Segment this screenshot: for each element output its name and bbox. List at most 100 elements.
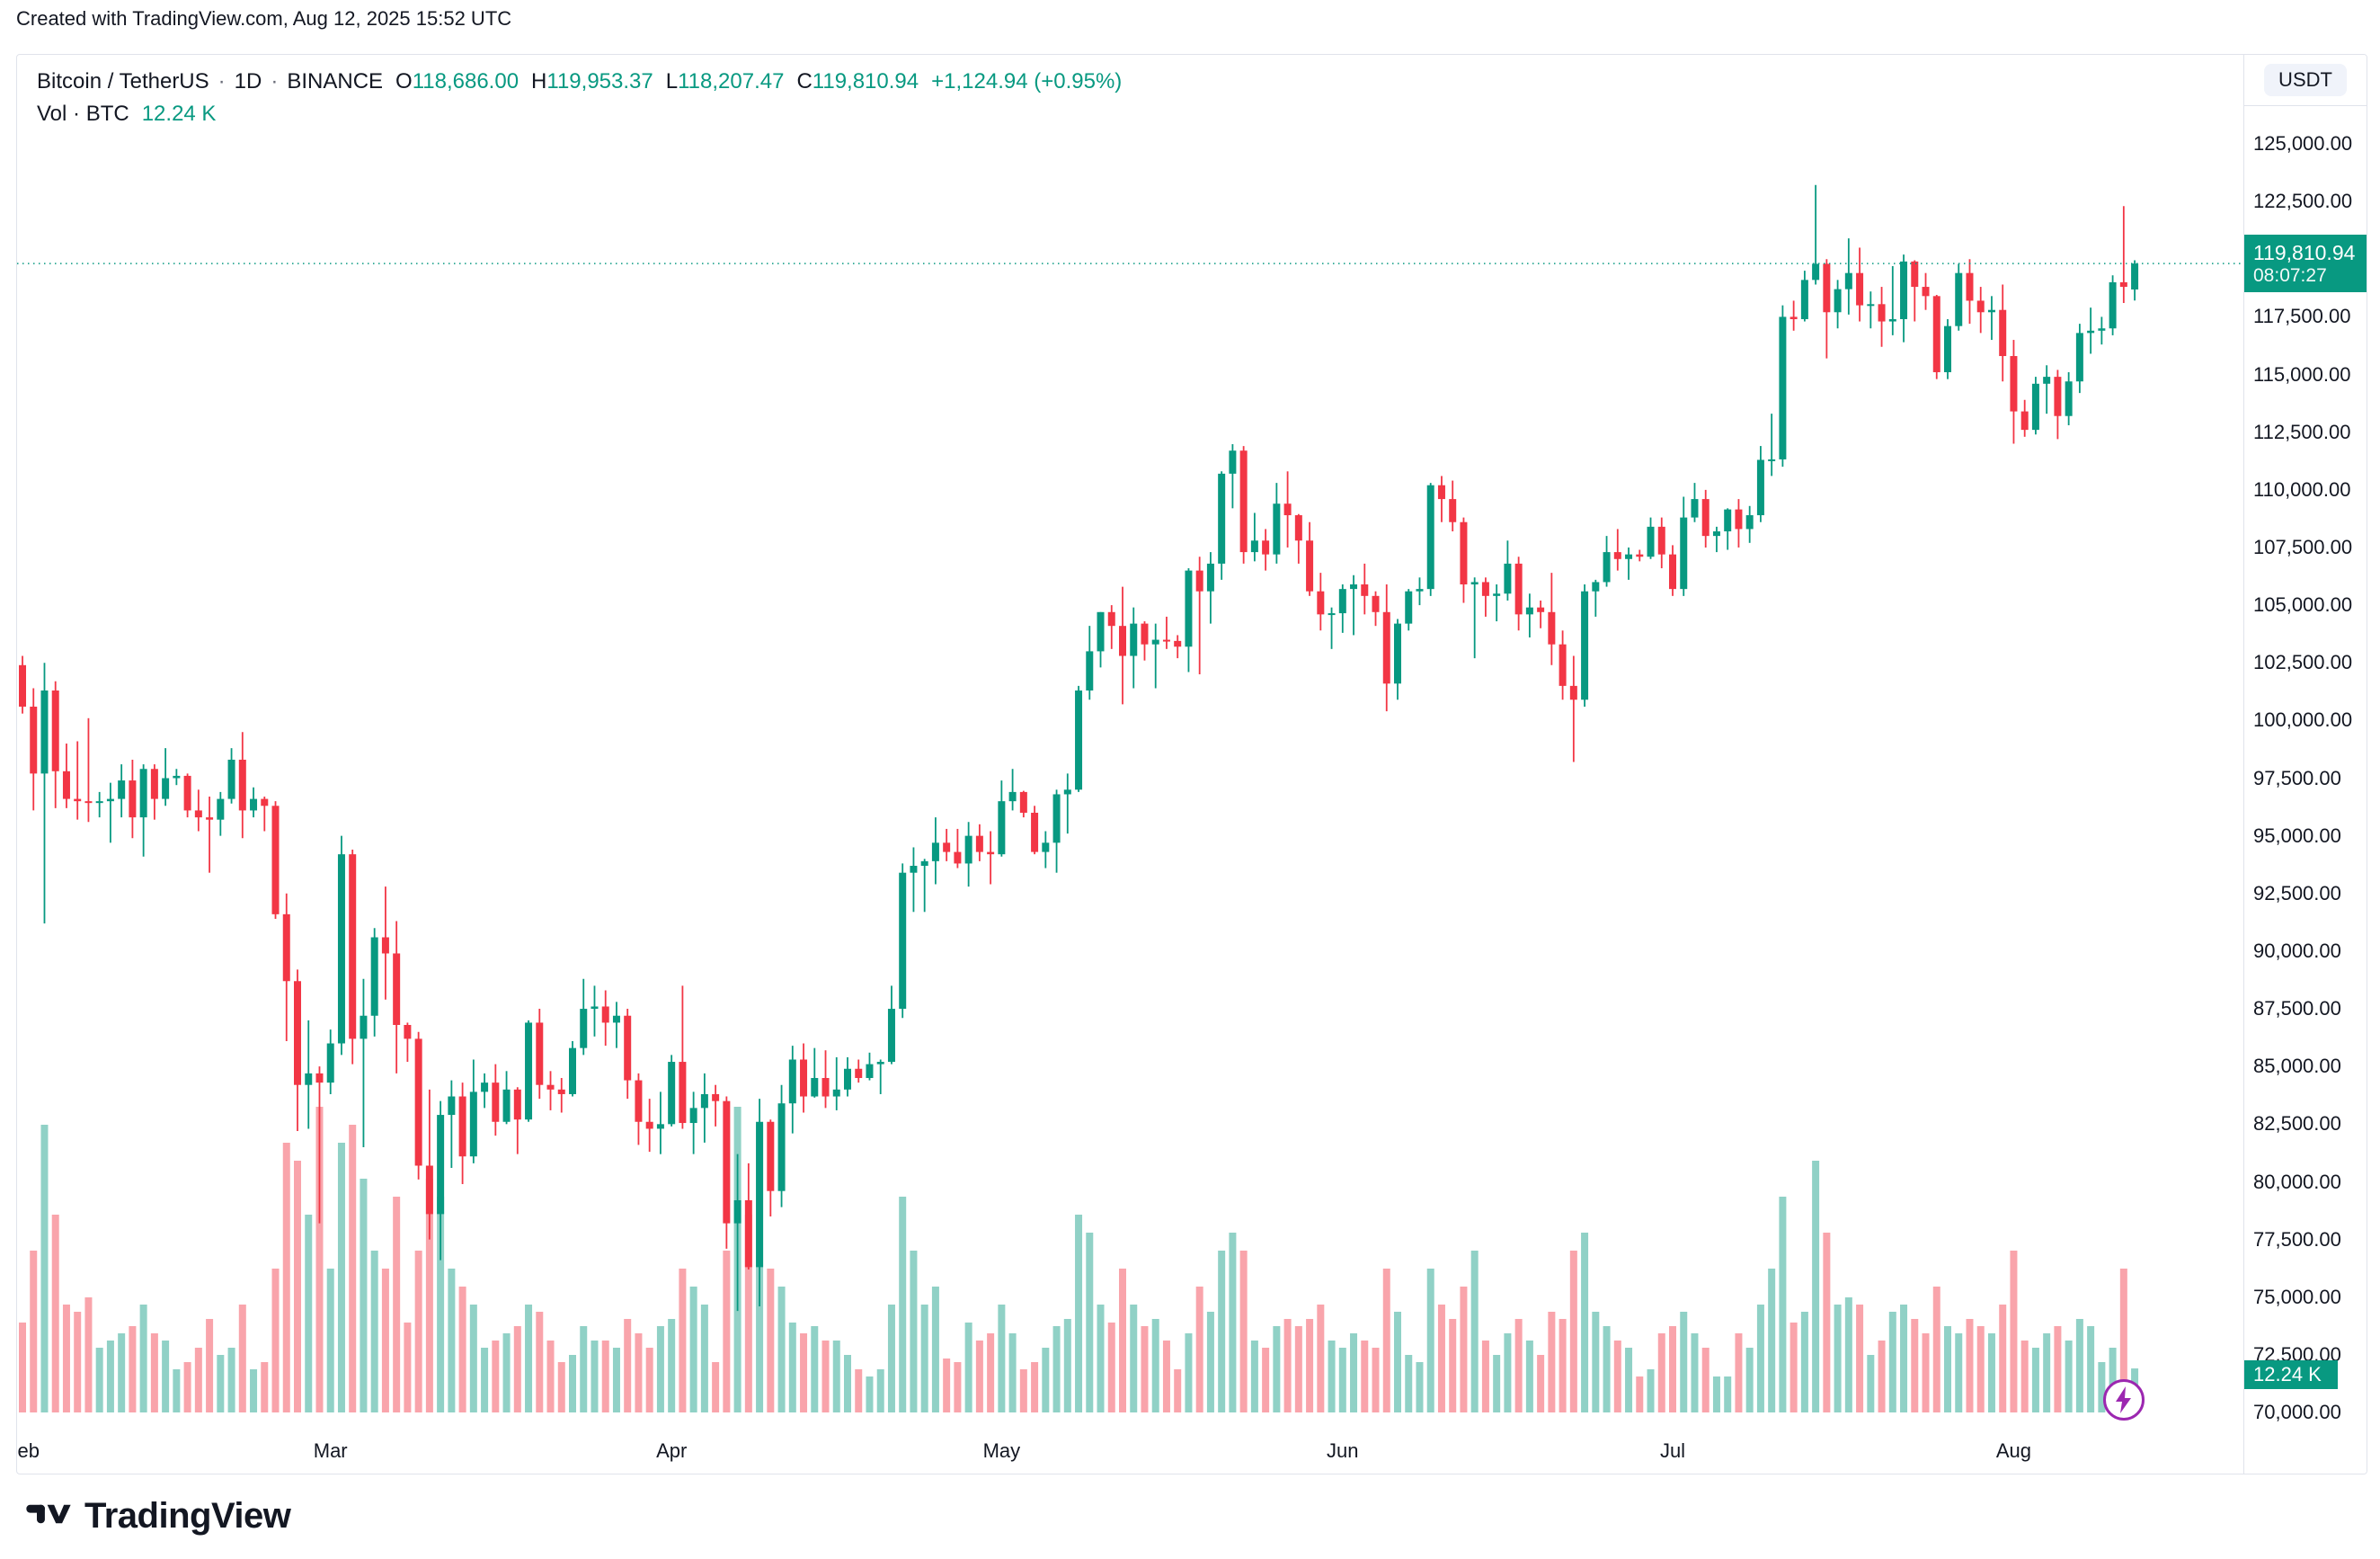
candle-body: [1195, 570, 1203, 592]
candle-body: [1174, 640, 1182, 647]
volume-bar: [1141, 1326, 1149, 1412]
candle-body: [931, 842, 939, 861]
candle-body: [349, 854, 357, 1039]
candle-body: [788, 1059, 796, 1104]
volume-bar: [19, 1323, 26, 1412]
volume-bar: [294, 1161, 301, 1412]
candle-body: [1449, 499, 1457, 522]
volume-bar: [569, 1355, 576, 1412]
legend-separator: ·: [271, 69, 279, 94]
volume-bar: [271, 1269, 280, 1412]
candlestick-chart[interactable]: [17, 55, 2242, 1474]
volume-bar: [700, 1305, 708, 1412]
candle-body: [1239, 450, 1248, 553]
volume-bar: [1405, 1355, 1413, 1412]
candle-body: [656, 1124, 664, 1129]
volume-bar: [1844, 1297, 1852, 1412]
symbol-title[interactable]: Bitcoin / TetherUS: [37, 69, 209, 94]
volume-bar: [1911, 1319, 1919, 1412]
volume-bar: [546, 1341, 555, 1412]
candle-body: [1844, 272, 1852, 290]
volume-bar: [855, 1369, 863, 1412]
candle-body: [899, 872, 907, 1010]
candle-body: [1768, 459, 1776, 461]
candle-body: [1525, 607, 1533, 615]
candle-body: [1878, 304, 1886, 322]
volume-bar: [689, 1287, 697, 1412]
volume-bar: [1416, 1362, 1424, 1412]
volume-bar: [217, 1355, 225, 1412]
interval-label[interactable]: 1D: [234, 69, 262, 94]
candle-body: [448, 1096, 456, 1116]
axis-divider: [2244, 105, 2367, 106]
volume-bar: [183, 1362, 191, 1412]
volume-bar: [1075, 1215, 1083, 1412]
volume-bar: [1922, 1333, 1930, 1412]
candle-body: [954, 851, 962, 864]
flash-icon[interactable]: [2101, 1377, 2146, 1422]
candle-body: [943, 842, 951, 852]
volume-bar: [513, 1326, 521, 1412]
candle-body: [1613, 552, 1621, 559]
volume-bar: [1514, 1319, 1523, 1412]
low-value: 118,207.47: [678, 69, 785, 94]
candle-body: [1888, 318, 1896, 322]
price-tick-label: 115,000.00: [2253, 362, 2351, 386]
volume-bar: [1823, 1233, 1831, 1412]
volume-bar: [1119, 1269, 1126, 1412]
tradingview-wordmark[interactable]: TradingView: [84, 1496, 291, 1536]
price-axis[interactable]: USDT 125,000.00122,500.00120,000.00117,5…: [2243, 55, 2367, 1474]
volume-bar: [1888, 1312, 1896, 1412]
legend-row-main: Bitcoin / TetherUS · 1D · BINANCE O118,6…: [37, 66, 1122, 98]
candle-body: [326, 1043, 334, 1083]
volume-bar: [326, 1269, 334, 1412]
volume-bar: [393, 1197, 401, 1412]
volume-bar: [261, 1362, 269, 1412]
volume-bar: [1944, 1326, 1951, 1412]
volume-bar: [1647, 1369, 1655, 1412]
volume-bar: [1195, 1287, 1203, 1412]
candle-body: [1405, 591, 1413, 624]
candle-body: [1932, 296, 1940, 372]
candle-body: [964, 835, 972, 864]
volume-bar: [425, 1179, 433, 1412]
volume-bar: [811, 1326, 819, 1412]
time-tick-label: Mar: [313, 1439, 348, 1462]
volume-bar: [1525, 1341, 1533, 1412]
volume-bar: [2065, 1341, 2073, 1412]
candle-body: [1724, 509, 1732, 531]
candle-body: [294, 981, 301, 1085]
volume-bar: [1063, 1319, 1071, 1412]
volume-bar: [1361, 1341, 1369, 1412]
price-tick-label: 95,000.00: [2253, 824, 2341, 847]
candle-body: [569, 1047, 576, 1094]
volume-bar: [887, 1305, 895, 1412]
candle-body: [381, 937, 389, 954]
currency-button[interactable]: USDT: [2264, 64, 2347, 96]
time-axis[interactable]: Feb Mar Apr May Jun Jul Aug: [17, 1439, 2242, 1468]
candle-body: [1481, 582, 1489, 596]
volume-bar: [975, 1341, 983, 1412]
candle-body: [162, 778, 170, 799]
candle-body: [767, 1121, 775, 1191]
volume-bar: [1900, 1305, 1908, 1412]
candle-body: [2087, 330, 2095, 334]
candle-body: [1328, 613, 1336, 616]
volume-bar: [536, 1312, 544, 1412]
volume-bar: [1867, 1355, 1875, 1412]
volume-bar: [1042, 1348, 1050, 1412]
tradingview-logo-icon[interactable]: [25, 1494, 72, 1538]
volume-bar: [1086, 1233, 1094, 1412]
volume-bar: [1470, 1251, 1479, 1412]
candle-body: [1350, 584, 1358, 590]
volume-bar: [964, 1323, 972, 1412]
volume-bar: [30, 1251, 38, 1412]
volume-bar: [370, 1251, 378, 1412]
volume-bar: [337, 1143, 345, 1412]
candle-body: [250, 798, 258, 811]
volume-bar: [282, 1143, 290, 1412]
volume-bar: [1669, 1326, 1676, 1412]
volume-bar: [788, 1323, 796, 1412]
candle-body: [261, 798, 269, 806]
candle-body: [844, 1068, 851, 1090]
